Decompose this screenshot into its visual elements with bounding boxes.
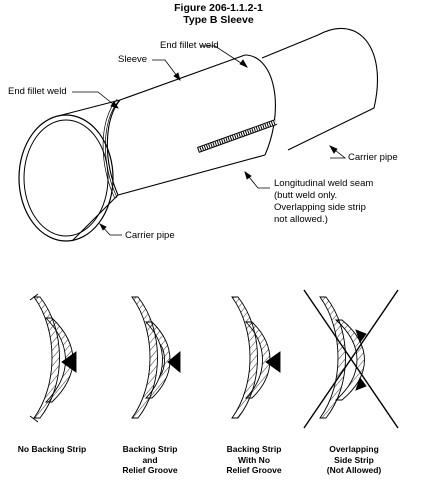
carrier-pipe-end <box>18 99 121 242</box>
caption-line: Relief Groove <box>122 465 178 475</box>
label-longitudinal-weld-seam: Longitudinal weld seam <box>274 178 374 189</box>
longitudinal-weld-seam <box>196 119 278 153</box>
caption-line: Relief Groove <box>226 465 282 475</box>
label-longitudinal-line4: not allowed.) <box>274 214 328 225</box>
detail-backing-strip-relief-groove <box>131 296 181 419</box>
label-longitudinal-line3: Overlapping side strip <box>274 202 366 213</box>
label-longitudinal-line2: (butt weld only. <box>274 190 338 201</box>
end-fillet-weld-bead <box>102 98 120 199</box>
label-end-fillet-weld-top: End fillet weld <box>160 40 219 51</box>
caption-line: With No <box>237 454 271 465</box>
figure-subtitle: Type B Sleeve <box>183 14 254 26</box>
label-end-fillet-weld-left: End fillet weld <box>8 86 67 97</box>
caption-overlapping-side-strip: Overlapping Side Strip (Not Allowed) <box>304 444 404 476</box>
not-allowed-cross <box>303 289 399 429</box>
detail-overlapping-side-strip <box>319 296 367 419</box>
caption-line: (Not Allowed) <box>326 465 382 475</box>
caption-line: Overlapping <box>329 444 379 454</box>
caption-line: No Backing Strip <box>17 444 87 454</box>
caption-line: Side Strip <box>334 454 374 465</box>
sleeve-body <box>106 54 276 196</box>
caption-backing-strip-no-relief-groove: Backing Strip With No Relief Groove <box>204 444 304 476</box>
caption-no-backing-strip: No Backing Strip <box>2 444 102 455</box>
detail-no-backing-strip <box>29 293 77 423</box>
label-carrier-pipe-right: Carrier pipe <box>348 152 398 163</box>
caption-line: Backing Strip <box>122 444 178 454</box>
caption-line: and <box>142 454 158 465</box>
caption-line: Backing Strip <box>226 444 282 454</box>
detail-backing-strip-no-relief-groove <box>231 296 281 419</box>
leader-lines <box>72 45 347 236</box>
label-sleeve: Sleeve <box>118 54 148 65</box>
carrier-pipe <box>261 27 379 151</box>
caption-backing-strip-relief-groove: Backing Strip and Relief Groove <box>100 444 200 476</box>
figure-title: Figure 206-1.1.2-1 <box>174 2 263 14</box>
label-carrier-pipe-bottom: Carrier pipe <box>125 230 175 241</box>
